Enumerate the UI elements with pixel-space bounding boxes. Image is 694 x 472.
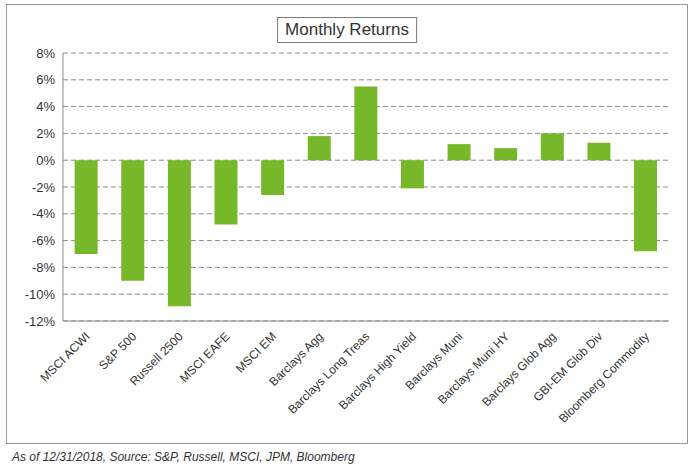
svg-text:Barclays Muni: Barclays Muni [402, 329, 466, 393]
html-text:Monthly Returns: Monthly Returns [285, 20, 409, 39]
svg-text:Russell 2500: Russell 2500 [127, 329, 186, 388]
svg-text:MSCI ACWI: MSCI ACWI [38, 329, 93, 384]
html-text:As of 12/31/2018, Source: S&P,: As of 12/31/2018, Source: S&P, Russell, … [12, 450, 355, 464]
svg-text:Barclays Agg: Barclays Agg [266, 329, 326, 389]
svg-text:0%: 0% [36, 153, 55, 168]
svg-text:GBI-EM Glob Div: GBI-EM Glob Div [530, 329, 606, 405]
svg-text:-4%: -4% [32, 206, 56, 221]
svg-text:Barclays Long Treas: Barclays Long Treas [285, 329, 372, 416]
svg-text:S&P 500: S&P 500 [96, 329, 139, 372]
svg-text:Bloomberg Commodity: Bloomberg Commodity [556, 329, 652, 425]
svg-text:8%: 8% [36, 46, 55, 61]
svg-text:-12%: -12% [25, 314, 56, 329]
svg-text:2%: 2% [36, 126, 55, 141]
svg-text:-2%: -2% [32, 180, 56, 195]
svg-text:6%: 6% [36, 72, 55, 87]
svg-text:MSCI EAFE: MSCI EAFE [177, 329, 233, 385]
svg-text:MSCI EM: MSCI EM [233, 329, 279, 375]
svg-text:Barclays Glob Agg: Barclays Glob Agg [479, 329, 559, 410]
svg-text:-6%: -6% [32, 233, 56, 248]
svg-text:-8%: -8% [32, 260, 56, 275]
svg-text:Barclays High Yield: Barclays High Yield [336, 329, 419, 412]
svg-text:4%: 4% [36, 99, 55, 114]
svg-text:-10%: -10% [25, 287, 56, 302]
svg-text:Barclays Muni HY: Barclays Muni HY [434, 329, 513, 407]
